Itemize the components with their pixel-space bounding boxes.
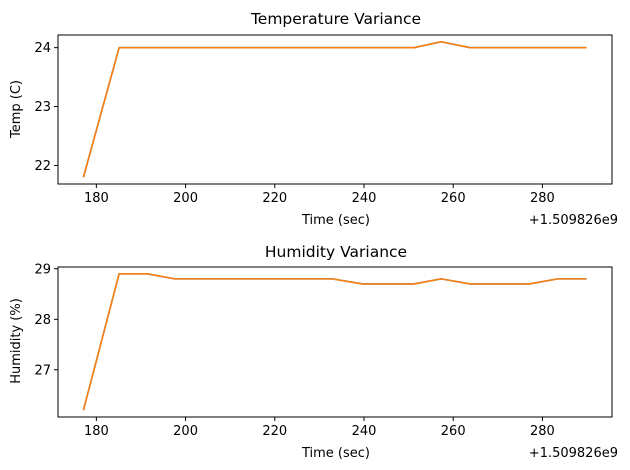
temperature-x-tick-label: 280 [530,191,555,206]
temperature-y-tick-label: 22 [34,159,51,174]
humidity-y-axis-label: Humidity (%) [9,298,24,384]
temperature-series-line-2 [82,40,587,178]
temperature-y-tick-label: 24 [34,41,51,56]
humidity-series-line-2 [82,273,587,411]
humidity-plot-area: 180 200 220 240 260 280 27 28 29 [34,262,613,439]
temperature-x-tick-label: 200 [173,191,198,206]
humidity-chart-title: Humidity Variance [265,243,407,261]
temperature-axes-frame [57,34,613,185]
humidity-axes-frame [57,266,613,418]
temperature-x-tick-label: 180 [84,191,109,206]
temperature-x-tick-label: 260 [441,191,466,206]
temperature-subplot: Temperature Variance Temp (C) Time (sec)… [9,10,618,228]
humidity-subplot: Humidity Variance Humidity (%) Time (sec… [9,243,618,461]
humidity-x-offset-label: +1.509826e9 [529,446,618,461]
humidity-x-tick-label: 240 [352,424,377,439]
temperature-y-axis-label: Temp (C) [9,80,24,139]
temperature-y-tick-label: 23 [34,100,51,115]
humidity-y-tick-label: 28 [34,313,51,328]
temperature-chart-title: Temperature Variance [250,10,421,28]
temperature-x-tick-label: 240 [352,191,377,206]
humidity-x-tick-label: 180 [84,424,109,439]
humidity-x-tick-label: 280 [530,424,555,439]
humidity-x-tick-label: 260 [441,424,466,439]
humidity-x-tick-label: 200 [173,424,198,439]
humidity-x-tick-label: 220 [262,424,287,439]
temperature-x-offset-label: +1.509826e9 [529,213,618,228]
temperature-x-tick-label: 220 [262,191,287,206]
humidity-y-tick-label: 29 [34,262,51,277]
humidity-y-tick-label: 27 [34,363,51,378]
temperature-x-axis-label: Time (sec) [301,213,370,228]
temperature-plot-area: 180 200 220 240 260 280 22 23 24 [34,34,613,206]
humidity-x-axis-label: Time (sec) [301,446,370,461]
